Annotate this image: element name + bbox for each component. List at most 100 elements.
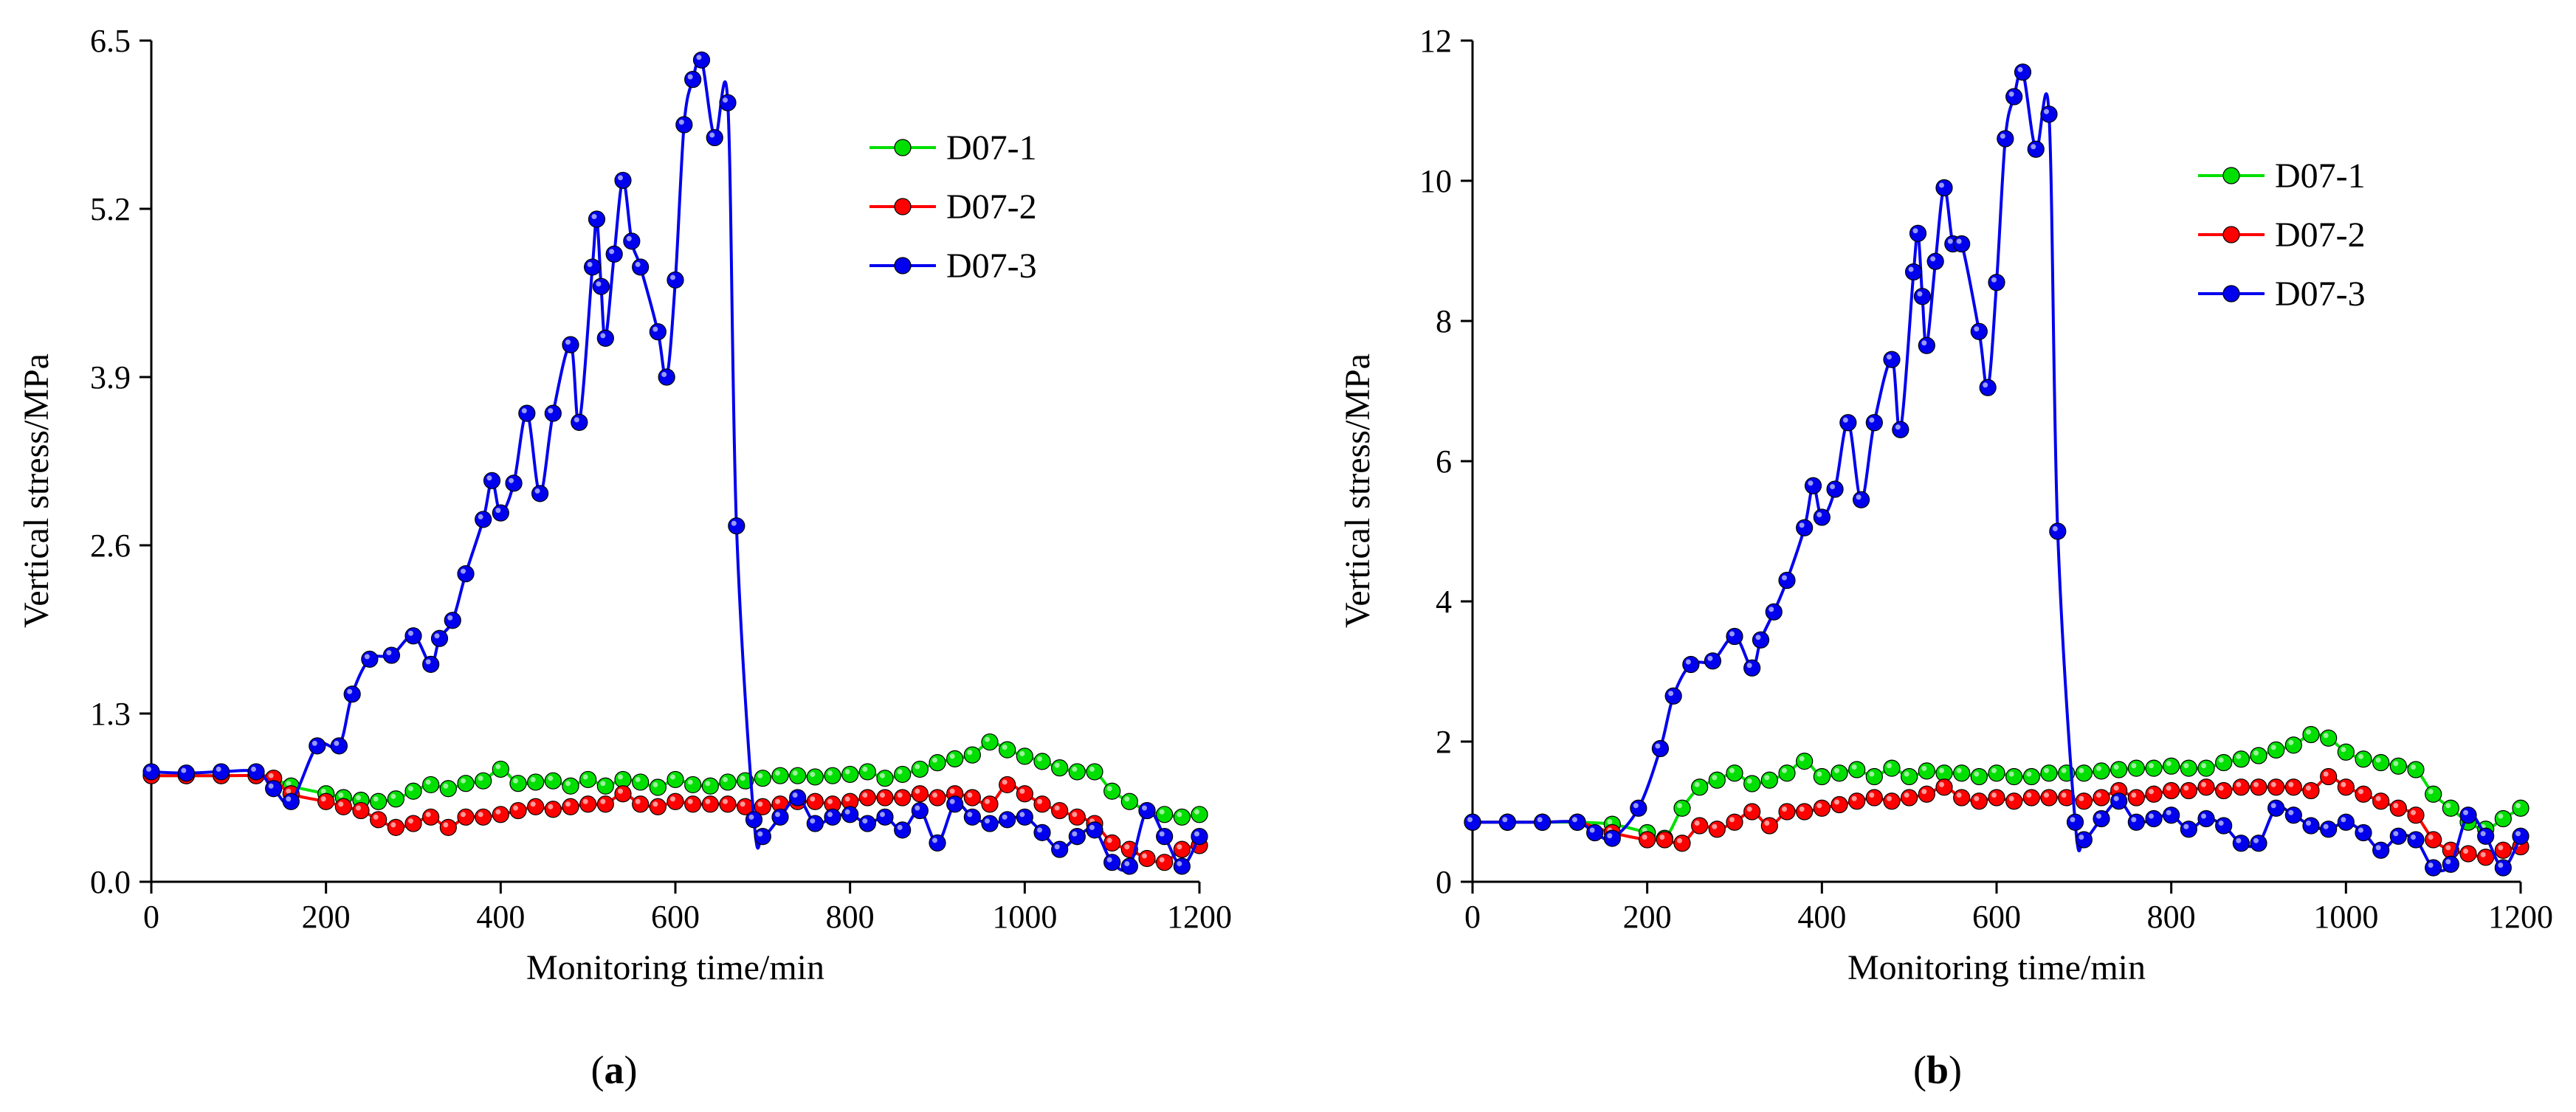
chart-panel-a: 0 200 400 600 800 1000 1200 0.0 1.3 2.6 3.9 5.2 6.5 M… bbox=[17, 23, 1232, 1092]
data-point bbox=[1173, 808, 1191, 826]
data-point-highlight bbox=[565, 339, 571, 345]
data-point-highlight bbox=[661, 372, 667, 377]
data-point bbox=[571, 413, 588, 431]
data-point-highlight bbox=[1142, 805, 1147, 811]
data-point bbox=[2075, 792, 2093, 810]
data-point bbox=[771, 767, 789, 784]
data-point-highlight bbox=[1729, 631, 1735, 637]
data-point-highlight bbox=[434, 633, 440, 639]
data-point bbox=[1918, 336, 1935, 354]
data-point-highlight bbox=[1072, 812, 1078, 818]
data-point bbox=[1498, 813, 1516, 831]
data-point bbox=[1691, 778, 1709, 796]
data-point bbox=[1120, 857, 1138, 875]
data-point-highlight bbox=[2375, 757, 2381, 763]
legend-swatch-marker bbox=[894, 139, 912, 156]
data-point bbox=[2014, 63, 2032, 81]
data-point-highlight bbox=[1887, 795, 1892, 801]
data-point bbox=[876, 789, 894, 807]
data-point bbox=[1086, 763, 1103, 781]
data-point bbox=[1630, 799, 1647, 817]
data-point-highlight bbox=[915, 805, 920, 811]
data-point-highlight bbox=[670, 274, 675, 280]
series-line bbox=[151, 773, 1200, 865]
data-point-highlight bbox=[2288, 809, 2294, 815]
data-point-highlight bbox=[1956, 238, 1962, 244]
data-point-highlight bbox=[408, 786, 413, 792]
data-point-highlight bbox=[2008, 771, 2014, 777]
data-point-highlight bbox=[2079, 767, 2084, 773]
data-point bbox=[2040, 764, 2058, 782]
x-tick-label: 200 bbox=[302, 899, 351, 935]
data-point-highlight bbox=[461, 812, 466, 818]
data-point-highlight bbox=[1921, 765, 1927, 771]
data-point bbox=[2093, 809, 2110, 828]
data-point-highlight bbox=[2201, 781, 2206, 787]
y-axis-title: Vertical stress/MPa bbox=[1338, 353, 1377, 628]
data-point-highlight bbox=[1956, 767, 1962, 773]
data-point bbox=[1831, 764, 1848, 782]
data-point-highlight bbox=[1037, 827, 1042, 833]
data-point bbox=[2407, 831, 2425, 849]
data-point bbox=[2355, 750, 2372, 768]
legend-label: D07-2 bbox=[2275, 215, 2366, 255]
data-point-highlight bbox=[2270, 745, 2276, 750]
data-point bbox=[2320, 767, 2338, 786]
data-point-highlight bbox=[286, 781, 292, 787]
data-point bbox=[2110, 761, 2128, 778]
data-point bbox=[1708, 821, 1726, 838]
data-point-highlight bbox=[356, 795, 361, 801]
data-point bbox=[1913, 288, 1932, 305]
data-point bbox=[1826, 480, 1844, 498]
data-point bbox=[1831, 795, 1848, 814]
data-point-highlight bbox=[2498, 813, 2504, 819]
data-point-highlight bbox=[390, 822, 396, 828]
data-point bbox=[929, 789, 946, 807]
data-point bbox=[1988, 789, 2005, 807]
data-point-highlight bbox=[985, 798, 990, 804]
data-point-highlight bbox=[1002, 779, 1008, 785]
data-point-highlight bbox=[548, 776, 554, 781]
data-point bbox=[1673, 835, 1691, 852]
data-point bbox=[562, 777, 579, 795]
data-point bbox=[1865, 767, 1883, 786]
data-point bbox=[2389, 827, 2407, 845]
data-point-highlight bbox=[1712, 775, 1718, 781]
data-point-highlight bbox=[495, 508, 501, 514]
data-point bbox=[675, 116, 693, 134]
data-point-highlight bbox=[635, 261, 641, 267]
data-point bbox=[1918, 762, 1935, 780]
data-point-highlight bbox=[2183, 785, 2189, 791]
data-point bbox=[2145, 785, 2163, 803]
data-point-highlight bbox=[1904, 792, 1909, 798]
data-point bbox=[701, 777, 719, 795]
data-point bbox=[719, 773, 737, 791]
data-point-highlight bbox=[2358, 753, 2363, 759]
data-point bbox=[2494, 841, 2512, 859]
data-point-highlight bbox=[775, 812, 780, 818]
data-point-highlight bbox=[1124, 844, 1130, 850]
data-point-highlight bbox=[408, 818, 413, 824]
data-point bbox=[2337, 778, 2355, 796]
data-point bbox=[2163, 807, 2180, 824]
data-point-highlight bbox=[286, 788, 292, 794]
data-point-highlight bbox=[1869, 771, 1875, 777]
legend-swatch-marker bbox=[894, 198, 912, 215]
data-point-highlight bbox=[530, 801, 536, 807]
data-point bbox=[430, 629, 449, 647]
data-point-highlight bbox=[2131, 763, 2137, 769]
data-point-highlight bbox=[1607, 819, 1613, 825]
data-point bbox=[1988, 764, 2005, 782]
data-point bbox=[876, 808, 894, 826]
data-point-highlight bbox=[1572, 817, 1577, 823]
data-point-highlight bbox=[1974, 771, 1980, 777]
data-point bbox=[649, 798, 667, 815]
data-point-highlight bbox=[1677, 838, 1682, 843]
data-point-highlight bbox=[2061, 792, 2067, 798]
data-point bbox=[858, 763, 876, 781]
data-point bbox=[632, 773, 650, 791]
data-point-highlight bbox=[880, 792, 885, 798]
data-point-highlight bbox=[687, 779, 693, 785]
data-point bbox=[719, 795, 737, 813]
data-point bbox=[1796, 519, 1814, 536]
